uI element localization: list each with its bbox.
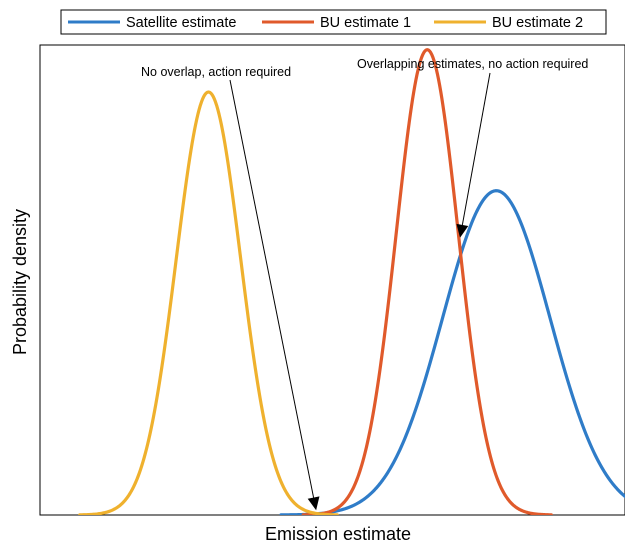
legend-label-bu-estimate-2: BU estimate 2 — [492, 15, 583, 31]
annotation-overlapping-estimates: Overlapping estimates, no action require… — [357, 57, 588, 71]
annotation-arrow-line-1 — [229, 79, 315, 498]
legend: Satellite estimate BU estimate 1 BU esti… — [60, 9, 607, 35]
plot-area: No overlap, action required Overlapping … — [39, 44, 625, 516]
annotation-arrow-line-2 — [461, 72, 491, 225]
legend-label-bu-estimate-1: BU estimate 1 — [320, 15, 411, 31]
annotation-no-overlap: No overlap, action required — [141, 65, 291, 79]
plot-frame — [39, 44, 625, 516]
x-axis-label: Emission estimate — [265, 524, 411, 544]
annotation-layer: No overlap, action required Overlapping … — [141, 57, 588, 511]
legend-label-satellite-estimate: Satellite estimate — [126, 15, 236, 31]
annotation-arrow-head-2 — [456, 223, 469, 238]
y-axis-label: Probability density — [10, 209, 30, 355]
series-line-bu-estimate-2 — [78, 90, 339, 515]
series-line-bu-estimate-1 — [301, 48, 553, 515]
series-line-satellite-estimate — [279, 189, 625, 515]
annotation-arrow-head-1 — [307, 496, 320, 511]
legend-box — [60, 9, 607, 35]
series-layer — [78, 48, 625, 515]
